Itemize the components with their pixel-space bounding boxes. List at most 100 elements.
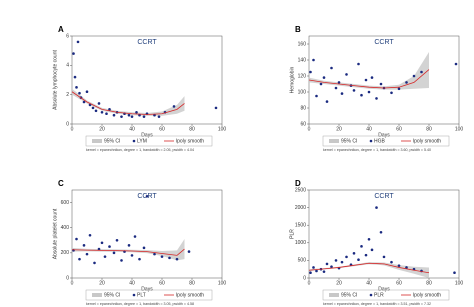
point [94,109,98,113]
point [88,103,92,107]
point [78,91,81,95]
panel-label: D [295,179,301,188]
legend-label: LYM [137,138,147,144]
note: kernel = epanechnikov, degree = 1, bandw… [323,302,431,306]
point [319,82,323,86]
point [73,75,77,79]
point [105,112,108,116]
point [312,266,315,269]
y-tick-label: 160 [298,41,307,47]
point [145,194,149,198]
x-tick-label: 80 [189,280,195,286]
point [360,93,363,97]
smooth-line [71,91,185,115]
legend-point-swatch [369,293,373,297]
plot-frame [71,189,223,279]
x-axis-label: Days [141,286,153,292]
point [337,81,341,84]
point [157,115,161,118]
panel-label: B [295,25,301,34]
y-tick-label: 120 [298,73,307,79]
x-tick-label: 60 [159,280,165,286]
point [390,91,393,95]
point [127,244,131,247]
point [120,115,123,118]
y-tick-label: 100 [298,89,307,95]
legend-frame [322,135,450,147]
point [397,87,401,91]
note: kernel = epanechnikov, degree = 1, bandw… [86,302,194,306]
legend-point-swatch [369,139,373,143]
point [315,94,318,98]
legend-label: HGB [374,138,386,144]
point [357,258,360,261]
y-axis-label: Absolute platelet count [52,208,58,259]
point [334,86,338,90]
point [330,265,333,269]
legend-label: lpoly smooth [413,292,441,298]
point [75,237,78,241]
x-tick-label: 0 [308,280,311,286]
point [345,73,348,76]
x-axis-label: Days [141,132,153,138]
point [375,206,378,209]
legend-ci-swatch [329,293,339,297]
point [112,251,116,255]
point [160,255,164,258]
point [85,252,89,256]
point [367,237,371,241]
y-tick-label: 140 [298,57,307,63]
y-tick-label: 0 [66,121,69,127]
y-tick-label: 400 [61,225,70,231]
point [127,113,131,117]
point [405,266,408,269]
point [214,106,218,110]
x-tick-label: 20 [336,280,342,286]
point [379,230,383,234]
point [364,253,368,257]
y-tick-label: 0 [66,275,69,281]
y-tick-label: 6 [66,33,69,39]
point [412,74,416,78]
point [340,92,344,95]
point [130,115,134,118]
legend-frame [322,289,450,301]
legend-ci-swatch [92,139,102,143]
point [120,259,123,262]
y-tick-label: 60 [300,121,306,127]
point [112,113,116,117]
point [82,100,86,104]
point [370,248,374,252]
legend-label: 95% CI [104,138,120,144]
legend-label: 95% CI [104,292,120,298]
point [315,269,318,273]
x-tick-label: 60 [159,126,165,132]
y-tick-label: 4 [66,63,69,69]
x-tick-label: 20 [99,126,105,132]
panel-label: C [58,179,64,188]
point [175,257,179,261]
x-tick-label: 100 [218,280,227,286]
legend-label: PLR [374,292,384,298]
point [88,233,92,237]
point [142,246,146,250]
smooth-line [308,262,430,274]
y-tick-label: 1500 [295,223,306,229]
x-tick-label: 0 [71,280,74,286]
x-tick-label: 60 [396,280,402,286]
legend-ci-swatch [92,293,102,297]
point [93,261,96,265]
point [309,70,312,74]
point [379,82,383,86]
x-tick-label: 80 [426,280,432,286]
point [312,58,315,62]
point [357,62,360,66]
point [340,260,344,264]
point [72,52,75,55]
point [115,238,119,242]
point [322,270,326,273]
plot-frame [308,35,460,125]
point [103,255,107,258]
point [187,250,191,253]
point [454,62,458,66]
